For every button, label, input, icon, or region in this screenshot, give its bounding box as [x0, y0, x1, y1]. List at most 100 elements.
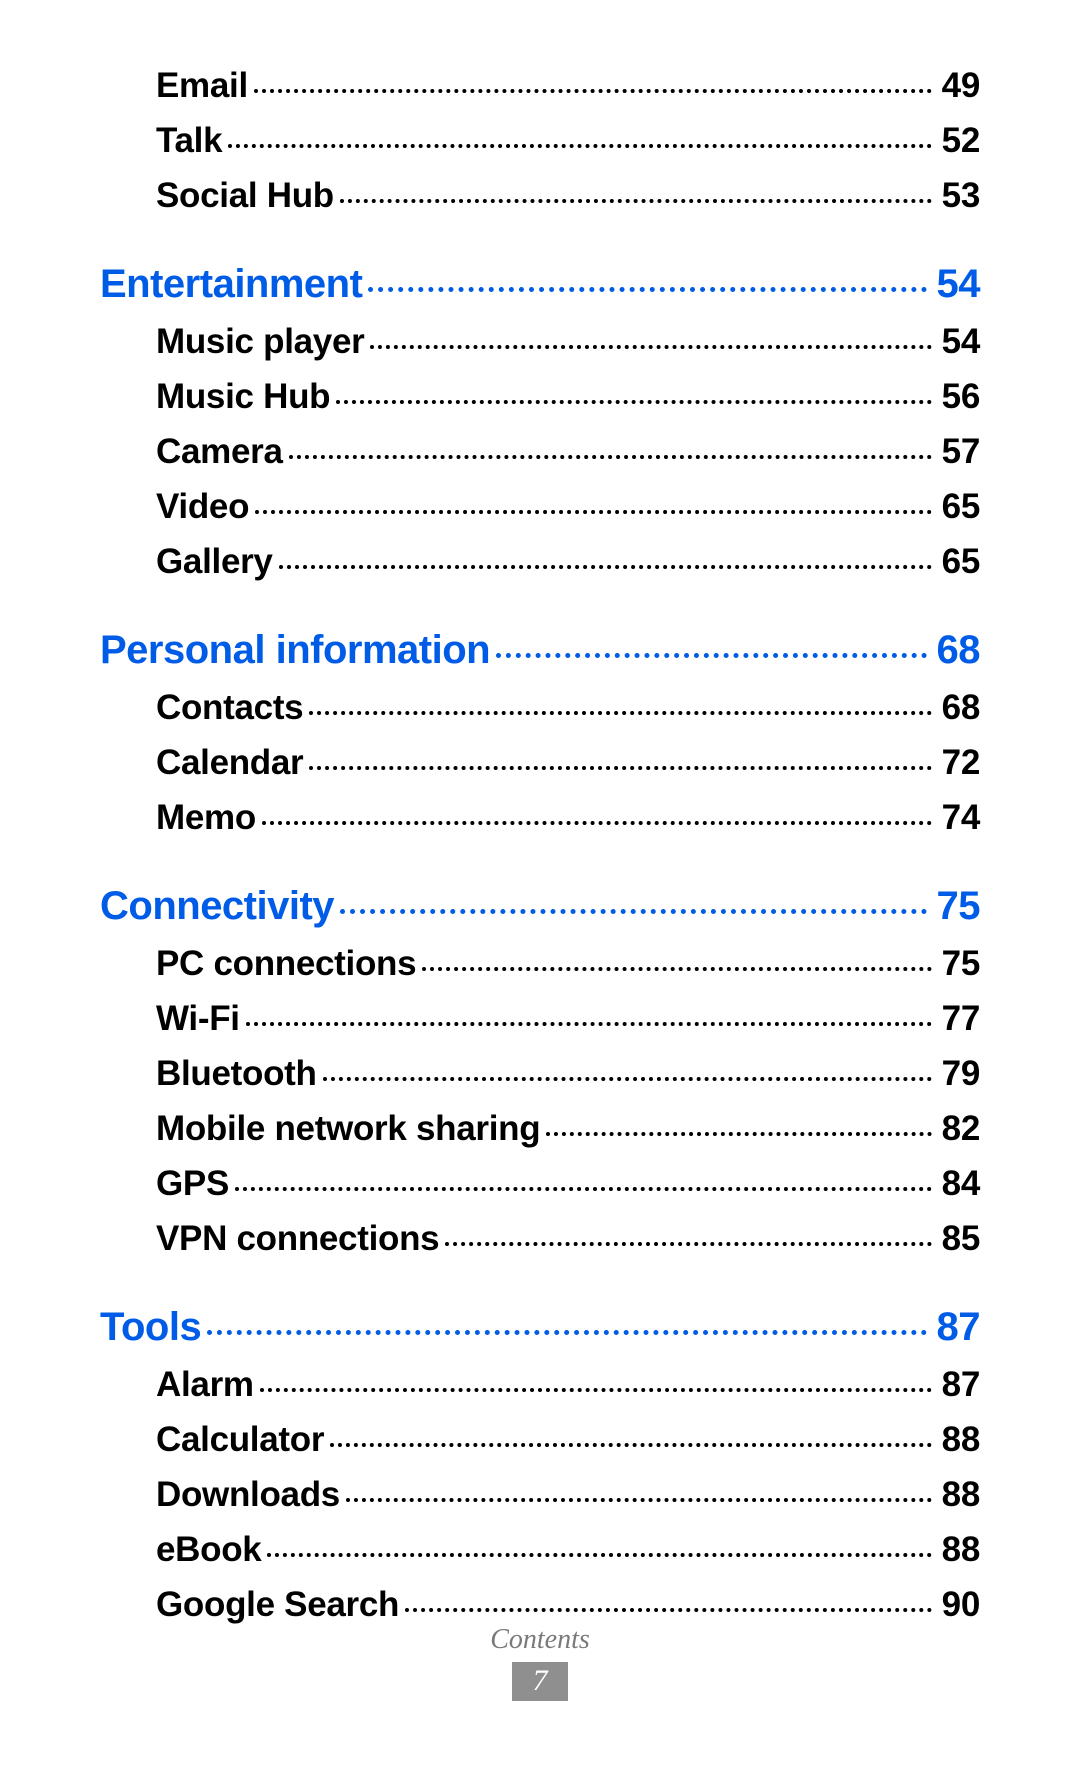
- toc-section-label: Connectivity: [100, 886, 340, 926]
- toc-item-label: Video: [156, 489, 255, 524]
- toc-item-label: GPS: [156, 1166, 235, 1201]
- toc-item-row[interactable]: Bluetooth 79: [100, 1050, 980, 1091]
- toc-page-number: 57: [932, 434, 980, 469]
- toc-item-label: Wi-Fi: [156, 1001, 246, 1036]
- toc-leader: [422, 940, 931, 975]
- toc-leader: [309, 684, 931, 719]
- toc-item-row[interactable]: GPS 84: [100, 1160, 980, 1201]
- toc-item-label: Downloads: [156, 1477, 346, 1512]
- toc-section-row[interactable]: Tools 87: [100, 1300, 980, 1347]
- toc-item-row[interactable]: Wi-Fi 77: [100, 995, 980, 1036]
- toc-page-number: 65: [932, 544, 980, 579]
- toc-item-row[interactable]: Social Hub53: [100, 172, 980, 213]
- toc-leader: [336, 373, 931, 408]
- toc-leader: [370, 318, 931, 353]
- toc-page-number: 88: [932, 1477, 980, 1512]
- toc-leader: [340, 172, 932, 207]
- toc-leader: [323, 1050, 932, 1085]
- toc-item-label: Contacts: [156, 690, 309, 725]
- toc-page-number: 65: [932, 489, 980, 524]
- toc-page-number: 75: [932, 946, 980, 981]
- toc-section-label: Entertainment: [100, 264, 368, 304]
- toc-item-row[interactable]: Downloads 88: [100, 1471, 980, 1512]
- toc-leader: [246, 995, 932, 1030]
- toc-page-number: 75: [927, 886, 981, 926]
- toc-section-row[interactable]: Personal information 68: [100, 623, 980, 670]
- toc-leader: [346, 1471, 932, 1506]
- toc-item-row[interactable]: Google Search90: [100, 1581, 980, 1622]
- toc-page-number: 52: [932, 123, 980, 158]
- toc-item-row[interactable]: Camera 57: [100, 428, 980, 469]
- toc-item-row[interactable]: Memo 74: [100, 794, 980, 835]
- toc-page-number: 88: [932, 1532, 980, 1567]
- toc-item-row[interactable]: Video 65: [100, 483, 980, 524]
- toc-item-row[interactable]: PC connections 75: [100, 940, 980, 981]
- toc-page-number: 74: [932, 800, 980, 835]
- toc-item-row[interactable]: Email 49: [100, 62, 980, 103]
- footer-page-number: 7: [512, 1662, 568, 1701]
- toc-page-number: 85: [932, 1221, 980, 1256]
- toc-leader: [254, 62, 932, 97]
- toc-page-number: 77: [932, 1001, 980, 1036]
- toc-item-row[interactable]: Contacts 68: [100, 684, 980, 725]
- toc-leader: [260, 1361, 932, 1396]
- toc-leader: [330, 1416, 932, 1451]
- toc-leader: [309, 739, 931, 774]
- toc-item-label: Calculator: [156, 1422, 330, 1457]
- toc-leader: [267, 1526, 931, 1561]
- toc-page-number: 82: [932, 1111, 980, 1146]
- toc-page-number: 54: [932, 324, 980, 359]
- toc-page-number: 68: [932, 690, 980, 725]
- toc-item-label: VPN connections: [156, 1221, 445, 1256]
- toc-item-row[interactable]: Talk 52: [100, 117, 980, 158]
- toc-page-number: 87: [927, 1307, 981, 1347]
- toc-item-label: Music player: [156, 324, 370, 359]
- toc-item-label: Memo: [156, 800, 262, 835]
- toc-leader: [340, 879, 926, 919]
- toc-item-row[interactable]: VPN connections 85: [100, 1215, 980, 1256]
- toc-item-label: Camera: [156, 434, 289, 469]
- toc-leader: [289, 428, 932, 463]
- toc-section-row[interactable]: Entertainment 54: [100, 257, 980, 304]
- toc-item-label: Social Hub: [156, 178, 340, 213]
- toc-item-row[interactable]: Calendar 72: [100, 739, 980, 780]
- toc-leader: [255, 483, 931, 518]
- toc-leader: [368, 257, 926, 297]
- toc-page-number: 90: [932, 1587, 980, 1622]
- toc-leader: [262, 794, 932, 829]
- toc-page-number: 87: [932, 1367, 980, 1402]
- toc-item-label: Bluetooth: [156, 1056, 323, 1091]
- toc-item-label: Mobile network sharing: [156, 1111, 546, 1146]
- toc-section-label: Personal information: [100, 630, 496, 670]
- toc-section-row[interactable]: Connectivity 75: [100, 879, 980, 926]
- toc-item-row[interactable]: Alarm 87: [100, 1361, 980, 1402]
- toc: Email 49 Talk 52 Social Hub53 Entertainment 54…: [100, 62, 980, 1622]
- toc-leader: [207, 1300, 926, 1340]
- toc-item-label: Calendar: [156, 745, 309, 780]
- toc-item-row[interactable]: eBook88: [100, 1526, 980, 1567]
- toc-item-row[interactable]: Music player 54: [100, 318, 980, 359]
- page-footer: Contents 7: [0, 1624, 1080, 1701]
- toc-item-label: Talk: [156, 123, 228, 158]
- toc-section-label: Tools: [100, 1307, 207, 1347]
- toc-page-number: 68: [927, 630, 981, 670]
- toc-item-row[interactable]: Calculator 88: [100, 1416, 980, 1457]
- toc-item-label: Alarm: [156, 1367, 260, 1402]
- toc-page-number: 49: [932, 68, 980, 103]
- toc-leader: [496, 623, 926, 663]
- toc-item-row[interactable]: Gallery65: [100, 538, 980, 579]
- toc-page-number: 88: [932, 1422, 980, 1457]
- toc-leader: [235, 1160, 932, 1195]
- toc-page-number: 84: [932, 1166, 980, 1201]
- toc-leader: [405, 1581, 932, 1616]
- footer-section-label: Contents: [0, 1624, 1080, 1656]
- toc-page-number: 79: [932, 1056, 980, 1091]
- toc-leader: [445, 1215, 931, 1250]
- toc-item-row[interactable]: Mobile network sharing 82: [100, 1105, 980, 1146]
- toc-leader: [279, 538, 932, 573]
- toc-item-label: PC connections: [156, 946, 422, 981]
- toc-page-number: 54: [927, 264, 981, 304]
- toc-page-number: 72: [932, 745, 980, 780]
- toc-item-label: Email: [156, 68, 254, 103]
- toc-item-row[interactable]: Music Hub56: [100, 373, 980, 414]
